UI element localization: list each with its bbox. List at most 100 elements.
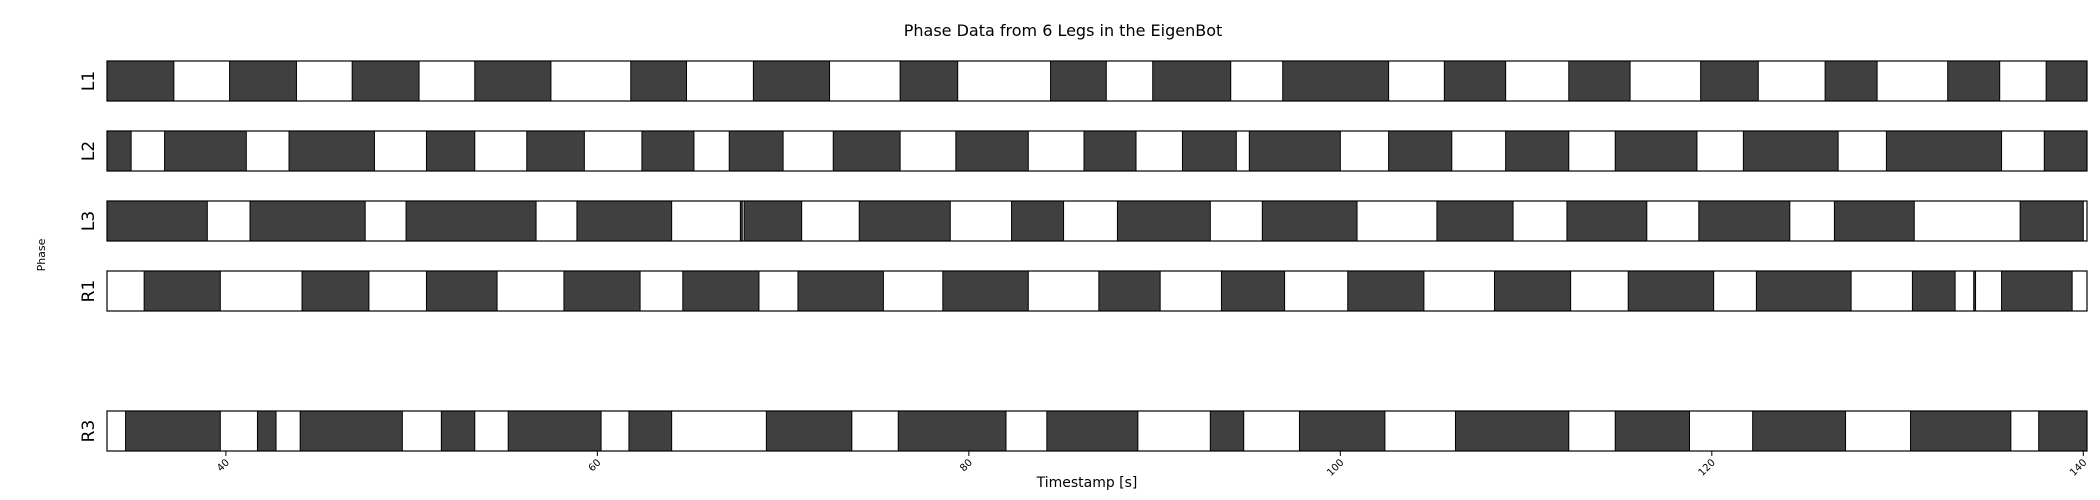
row-outline [106,60,2088,102]
row-label-l2: L2 [79,141,99,161]
phase-row-r3: R3 [79,410,2088,452]
stance-segment [1742,130,1839,172]
stance-segment [1627,270,1715,312]
row-outline [106,410,2088,452]
stance-segment [1973,270,1977,312]
phase-row-l3: L3 [79,200,2088,242]
stance-segment [576,200,673,242]
x-tick-label: 140 [2068,457,2089,478]
phase-row-r1: R1 [79,270,2088,312]
stance-segment [1614,130,1698,172]
stance-segment [1116,200,1211,242]
stance-segment [1700,60,1759,102]
stance-segment [1248,130,1341,172]
row-label-r3: R3 [79,420,99,443]
stance-segment [739,200,743,242]
x-axis-label: Timestamp [s] [1036,475,1138,491]
stance-segment [628,410,673,452]
stance-segment [405,200,537,242]
stance-segment [288,130,375,172]
stance-segment [425,130,476,172]
stance-segment [301,270,370,312]
x-tick-label: 40 [215,457,232,474]
stance-segment [1947,60,2001,102]
stance-segment [1261,200,1358,242]
stance-segment [1181,130,1237,172]
stance-segment [1388,130,1453,172]
stance-segment [1454,410,1570,452]
stance-segment [630,60,688,102]
stance-segment [765,410,853,452]
stance-segment [1443,60,1507,102]
stance-segment [2038,410,2088,452]
x-axis-ticks: 40 60 80 100 120 140 [215,451,2089,479]
stance-segment [641,130,695,172]
y-axis-label: Phase [35,238,48,271]
stance-segment [1698,200,1791,242]
stance-segment [899,60,959,102]
stance-segment [2019,200,2084,242]
x-tick-label: 80 [958,457,975,474]
stance-segment [1347,270,1425,312]
stance-segment [1011,200,1065,242]
stance-segment [1752,410,1847,452]
stance-segment [1083,130,1137,172]
stance-segment [106,200,208,242]
stance-segment [682,270,760,312]
stance-segment [1220,270,1286,312]
stance-segment [1050,60,1107,102]
stance-segment [106,130,132,172]
row-outline [106,200,2088,242]
stance-segment [1046,410,1139,452]
phase-row-l2: L2 [79,130,2088,172]
stance-segment [1493,270,1572,312]
stance-segment [955,130,1029,172]
stance-segment [143,270,221,312]
stance-segment [1833,200,1915,242]
stance-segment [1910,410,2012,452]
x-tick-label: 120 [1697,457,1718,478]
stance-segment [164,130,247,172]
stance-segment [1209,410,1245,452]
stance-segment [106,60,175,102]
stance-segment [752,60,831,102]
stance-segment [1614,410,1691,452]
stance-segment [1755,270,1852,312]
stance-segment [832,130,901,172]
row-label-r1: R1 [79,280,99,303]
stance-segment [942,270,1029,312]
row-outline [106,130,2088,172]
row-label-l3: L3 [79,211,99,231]
stance-segment [858,200,951,242]
stance-segment [1568,60,1631,102]
stance-segment [351,60,420,102]
stance-segment [1282,60,1390,102]
row-outline [106,270,2088,312]
stance-segment [1298,410,1386,452]
stance-segment [563,270,641,312]
stance-segment [526,130,585,172]
x-tick-label: 60 [587,457,604,474]
stance-segment [2001,270,2073,312]
stance-segment [1098,270,1161,312]
stance-segment [1566,200,1648,242]
stance-segment [797,270,884,312]
stance-segment [1824,60,1878,102]
x-tick-label: 100 [1325,457,1346,478]
stance-segment [425,270,498,312]
stance-segment [728,130,784,172]
stance-segment [507,410,602,452]
stance-segment [2045,60,2088,102]
stance-segment [1152,60,1232,102]
stance-segment [897,410,1007,452]
chart-title: Phase Data from 6 Legs in the EigenBot [904,21,1223,40]
stance-segment [2043,130,2088,172]
stance-segment [1436,200,1514,242]
phase-row-l1: L1 [79,60,2088,102]
stance-segment [299,410,403,452]
stance-segment [474,60,552,102]
row-label-l1: L1 [79,71,99,91]
stance-segment [256,410,277,452]
stance-segment [1885,130,2003,172]
